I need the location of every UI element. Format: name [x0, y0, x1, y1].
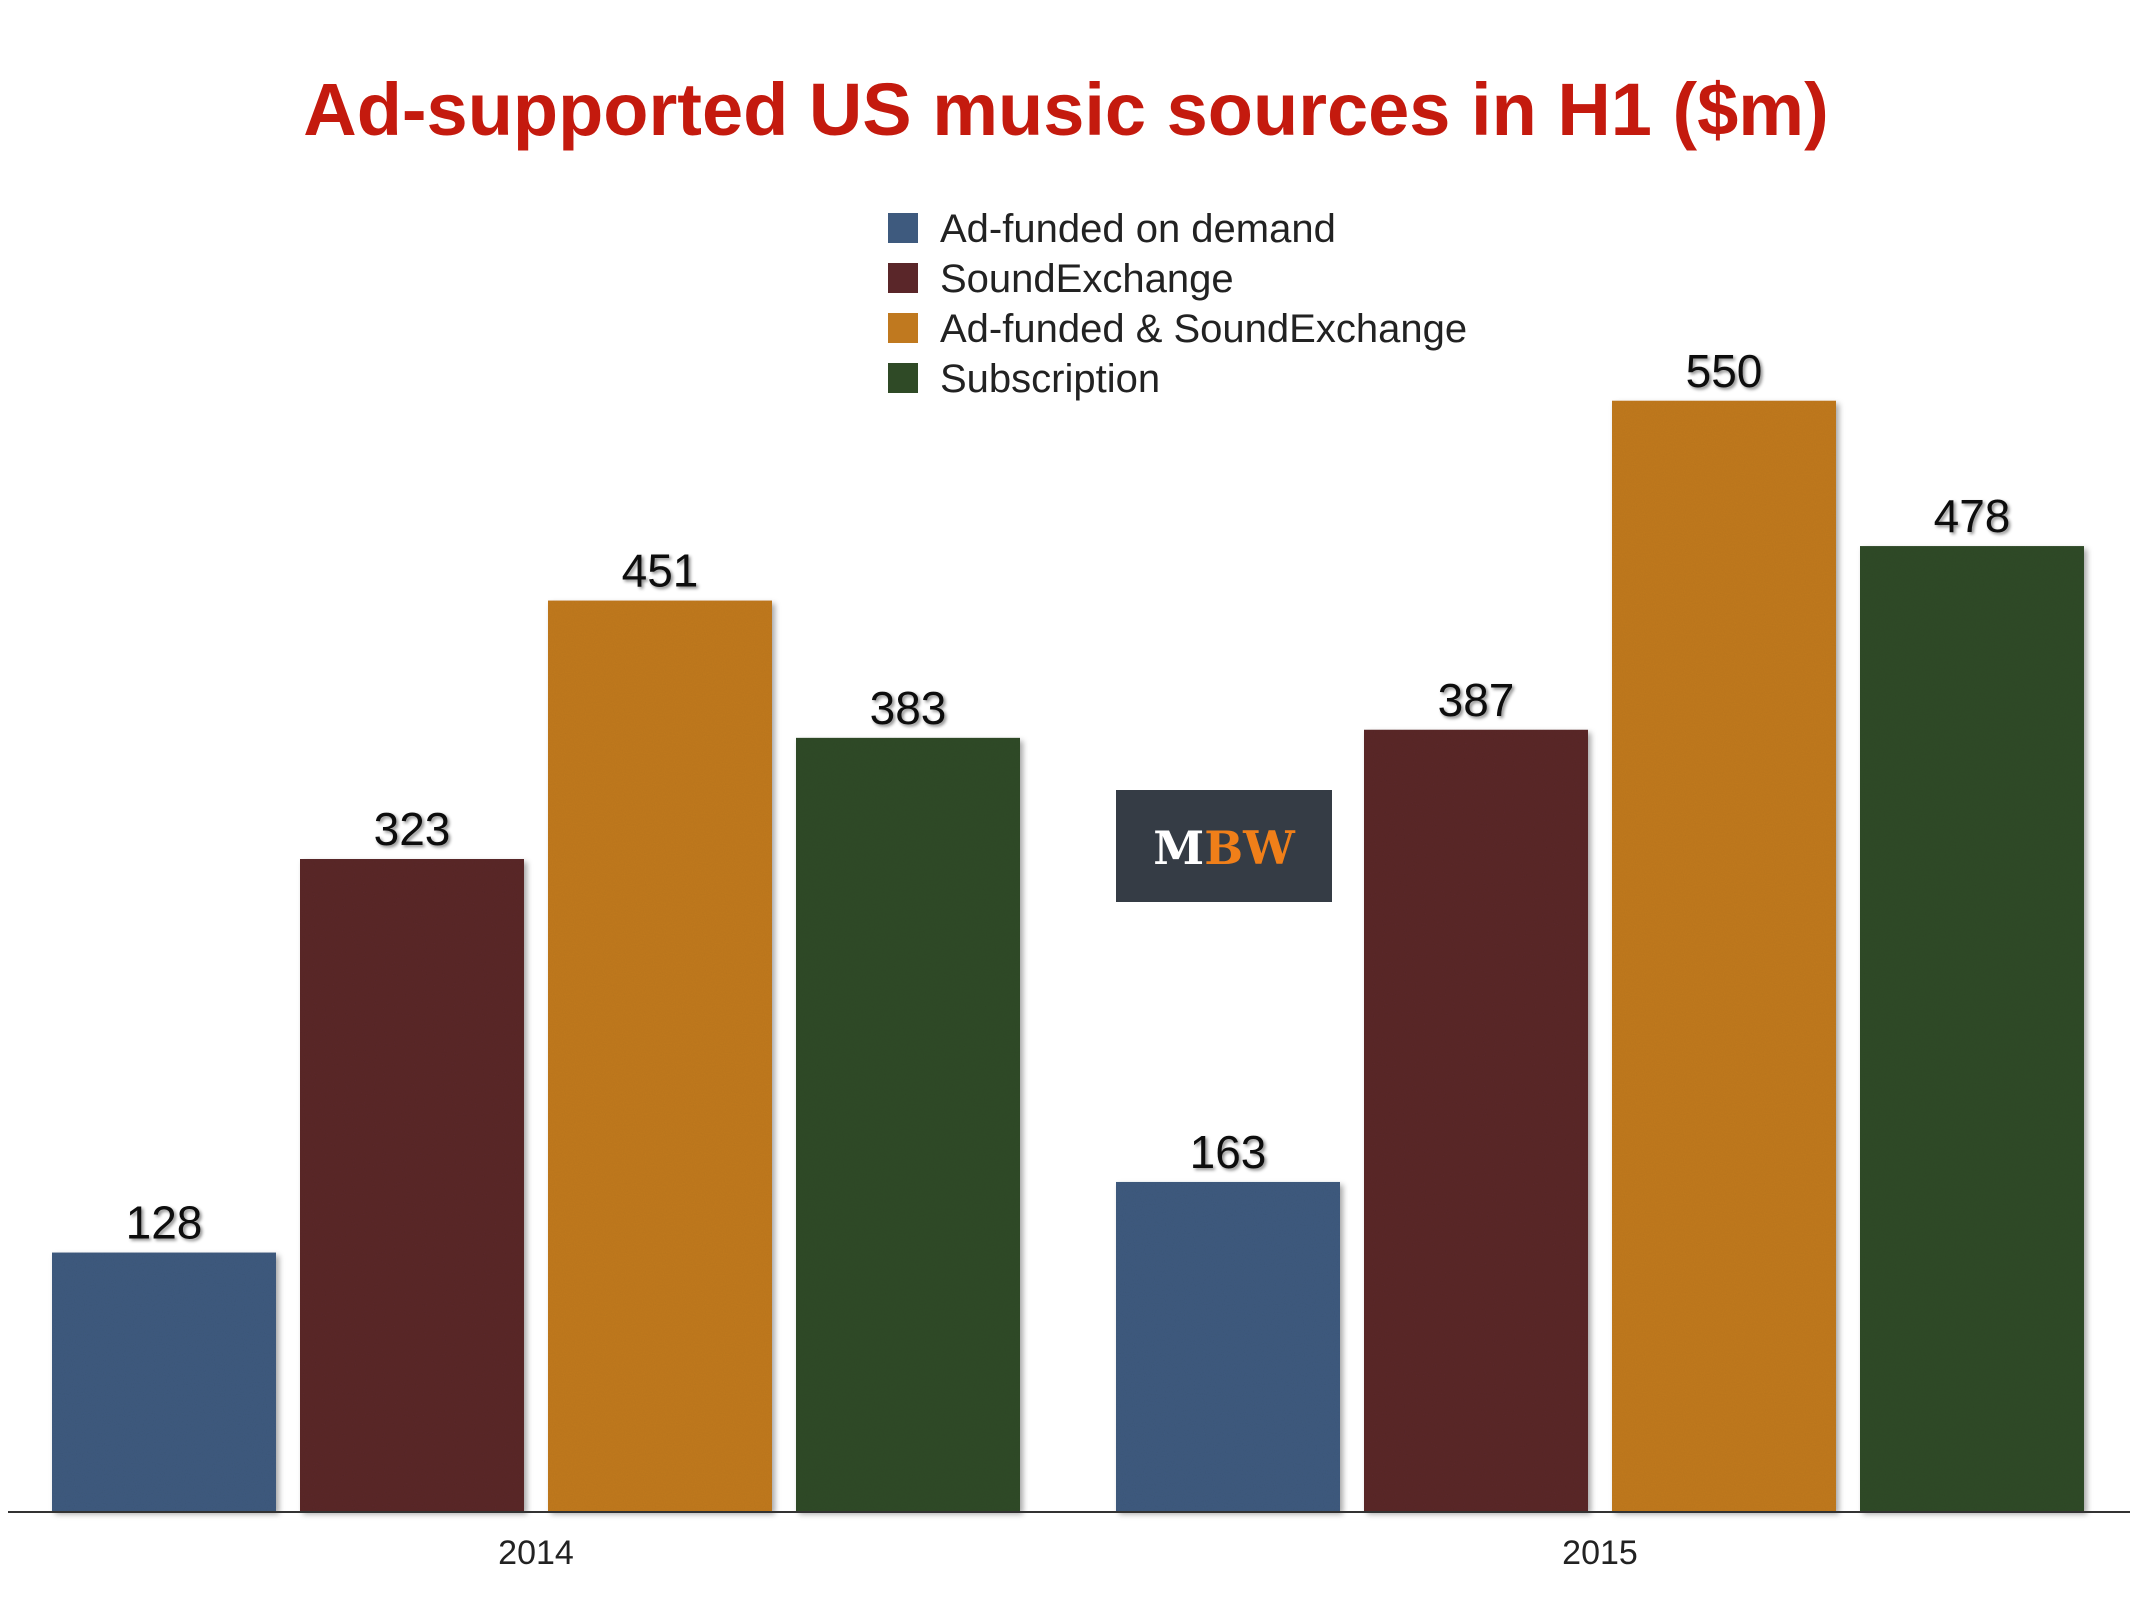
- x-tick-labels: 2014 2015: [498, 1534, 1638, 1572]
- legend-label: Ad-funded & SoundExchange: [940, 307, 1467, 351]
- legend-label: SoundExchange: [940, 257, 1234, 301]
- legend-swatch: [888, 313, 918, 343]
- bar-texture: [1860, 546, 2084, 1511]
- bar-texture: [548, 600, 772, 1511]
- bar-texture: [1116, 1181, 1340, 1511]
- bars: [52, 400, 2084, 1512]
- legend-swatch: [888, 213, 918, 243]
- bar-texture: [300, 859, 524, 1511]
- logo-text-m: M: [1153, 821, 1204, 875]
- bar-texture: [796, 737, 1020, 1511]
- value-label: 478: [1934, 490, 2011, 542]
- bar-texture: [1364, 729, 1588, 1511]
- x-tick-label: 2015: [1562, 1534, 1638, 1572]
- x-tick-label: 2014: [498, 1534, 574, 1572]
- logo-text-bw: BW: [1204, 821, 1296, 875]
- value-label: 550: [1686, 345, 1763, 397]
- legend: Ad-funded on demand SoundExchange Ad-funde…: [888, 207, 1467, 401]
- logo-background: [1116, 790, 1332, 902]
- bar-texture: [1612, 400, 1836, 1512]
- legend-label: Ad-funded on demand: [940, 207, 1336, 251]
- legend-swatch: [888, 363, 918, 393]
- value-label: 383: [870, 682, 947, 734]
- value-label: 163: [1190, 1126, 1267, 1178]
- logo-text: MBW: [1153, 821, 1296, 875]
- chart-title: Ad-supported US music sources in H1 ($m): [303, 68, 1829, 151]
- bar-texture: [52, 1252, 276, 1511]
- mbw-logo: MBW: [1116, 790, 1332, 902]
- legend-label: Subscription: [940, 357, 1160, 401]
- value-label: 387: [1438, 674, 1515, 726]
- value-label: 128: [126, 1197, 203, 1249]
- value-label: 323: [374, 803, 451, 855]
- value-labels: 128 323 451 383 163 387 550 478: [126, 345, 2011, 1249]
- legend-swatch: [888, 263, 918, 293]
- value-label: 451: [622, 545, 699, 597]
